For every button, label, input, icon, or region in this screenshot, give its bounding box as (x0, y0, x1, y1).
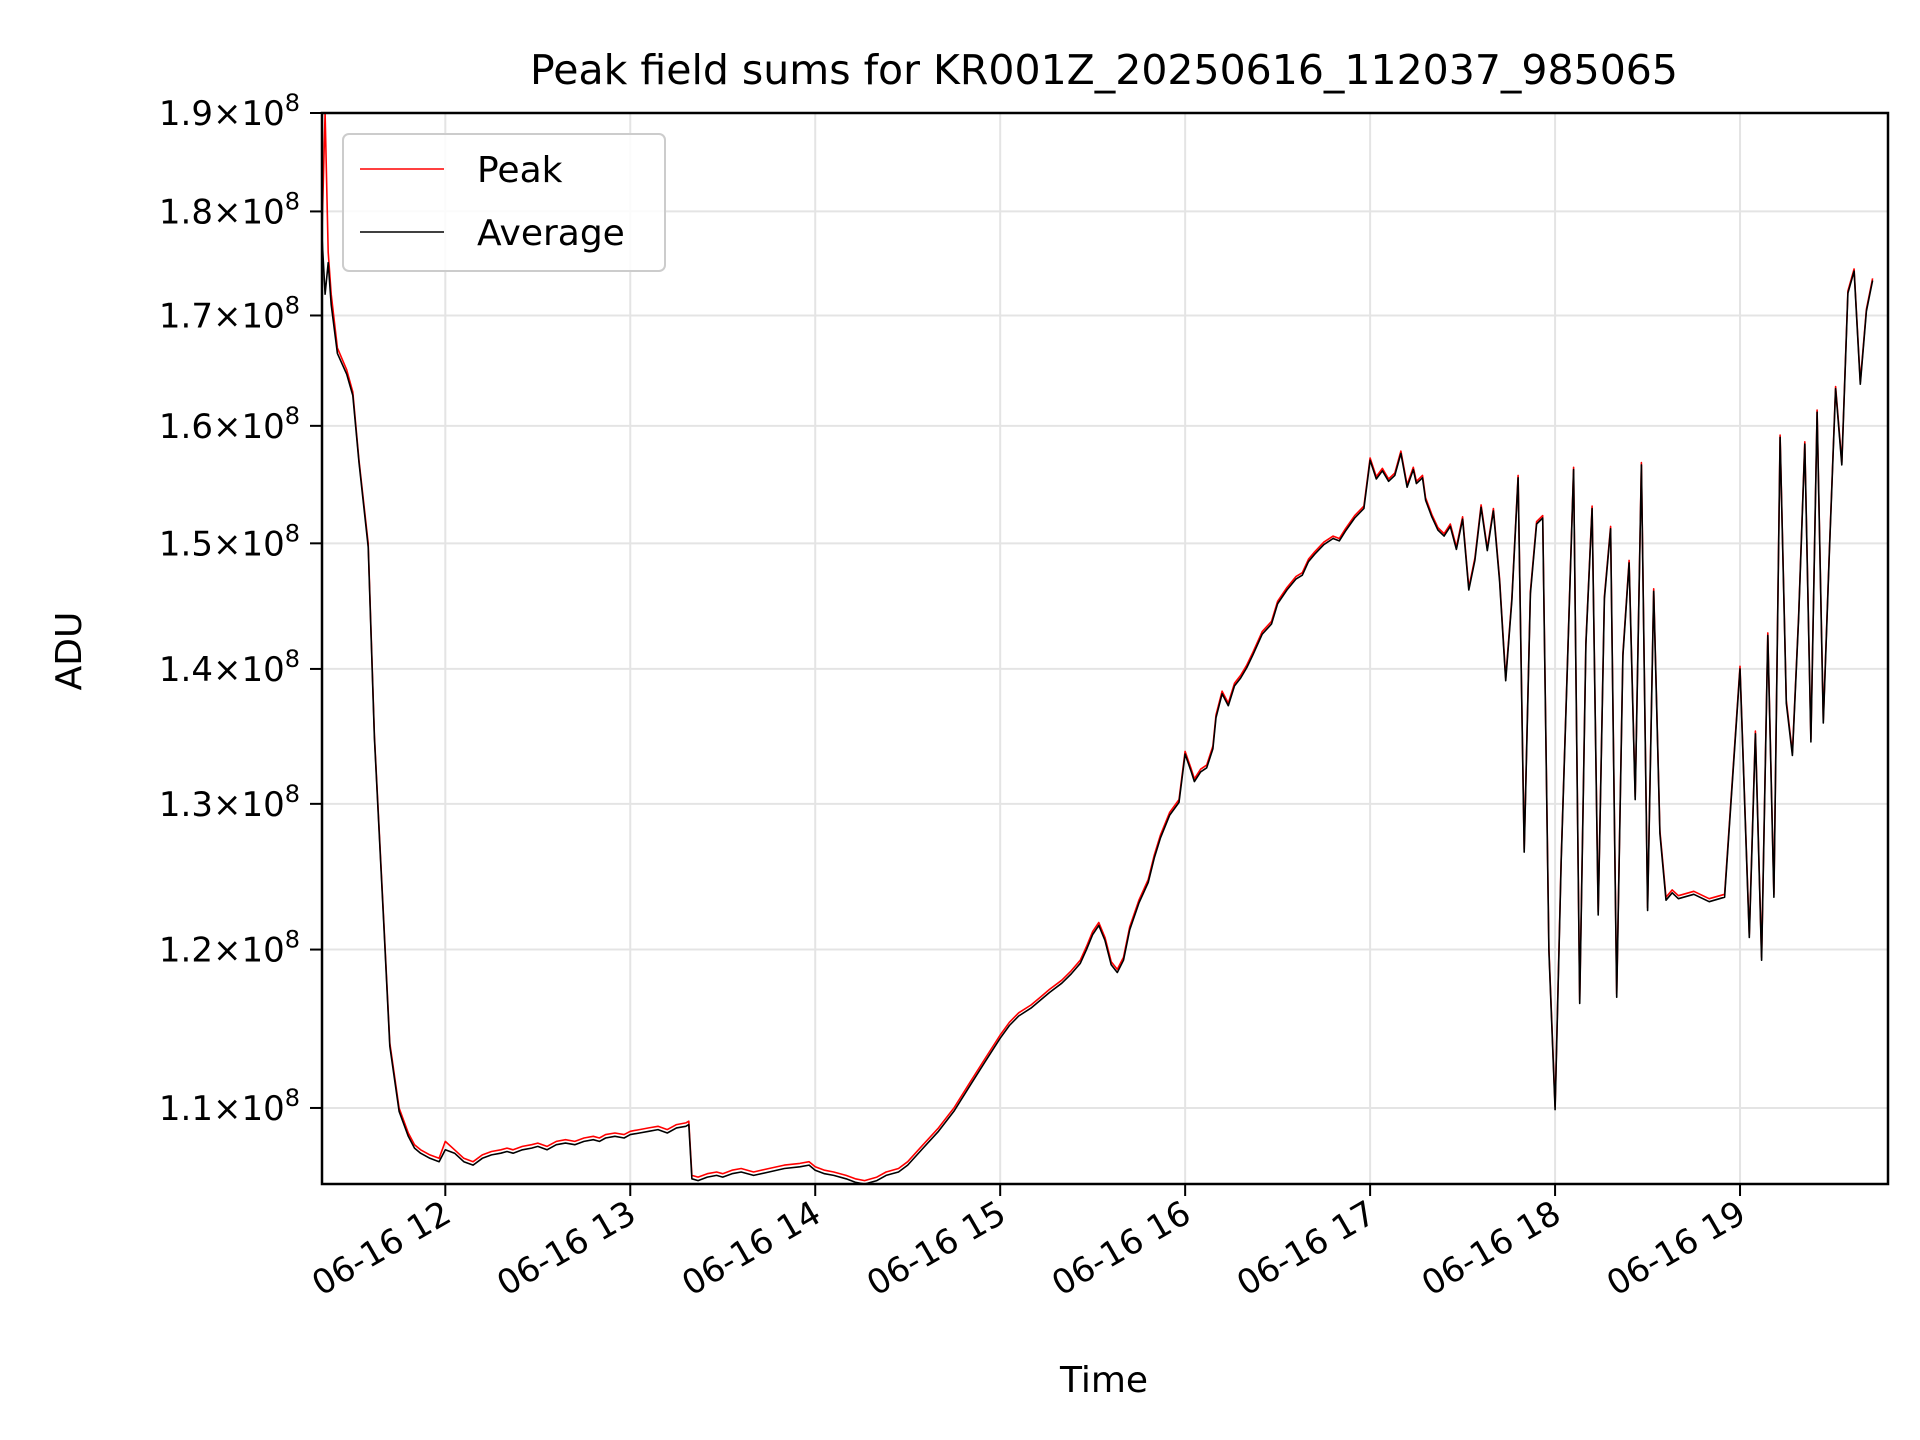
y-tick-label: 1.2×108 (159, 926, 300, 971)
grid (322, 113, 1888, 1184)
y-axis: 1.1×108 1.2×108 1.3×108 1.4×108 1.5×108 1.6×1… (159, 89, 322, 1129)
y-axis-label: ADU (49, 612, 90, 691)
series-layer (322, 113, 1874, 1184)
x-axis-label: Time (1059, 1360, 1148, 1401)
y-tick-label: 1.9×108 (159, 89, 300, 134)
series-line-average (322, 236, 1874, 1184)
legend: Peak Average (342, 133, 666, 272)
y-tick-label: 1.8×108 (159, 187, 300, 232)
legend-label-average: Average (477, 213, 625, 254)
y-tick-label: 1.3×108 (159, 780, 300, 825)
y-tick-label: 1.7×108 (159, 291, 300, 336)
y-tick-label: 1.6×108 (159, 402, 300, 447)
legend-label-peak: Peak (477, 150, 563, 191)
y-tick-label: 1.1×108 (159, 1084, 300, 1129)
y-tick-label: 1.5×108 (159, 519, 300, 564)
chart-title: Peak field sums for KR001Z_20250616_1120… (530, 46, 1678, 94)
y-tick-label: 1.4×108 (159, 645, 300, 690)
plot-frame (320, 111, 1890, 1186)
